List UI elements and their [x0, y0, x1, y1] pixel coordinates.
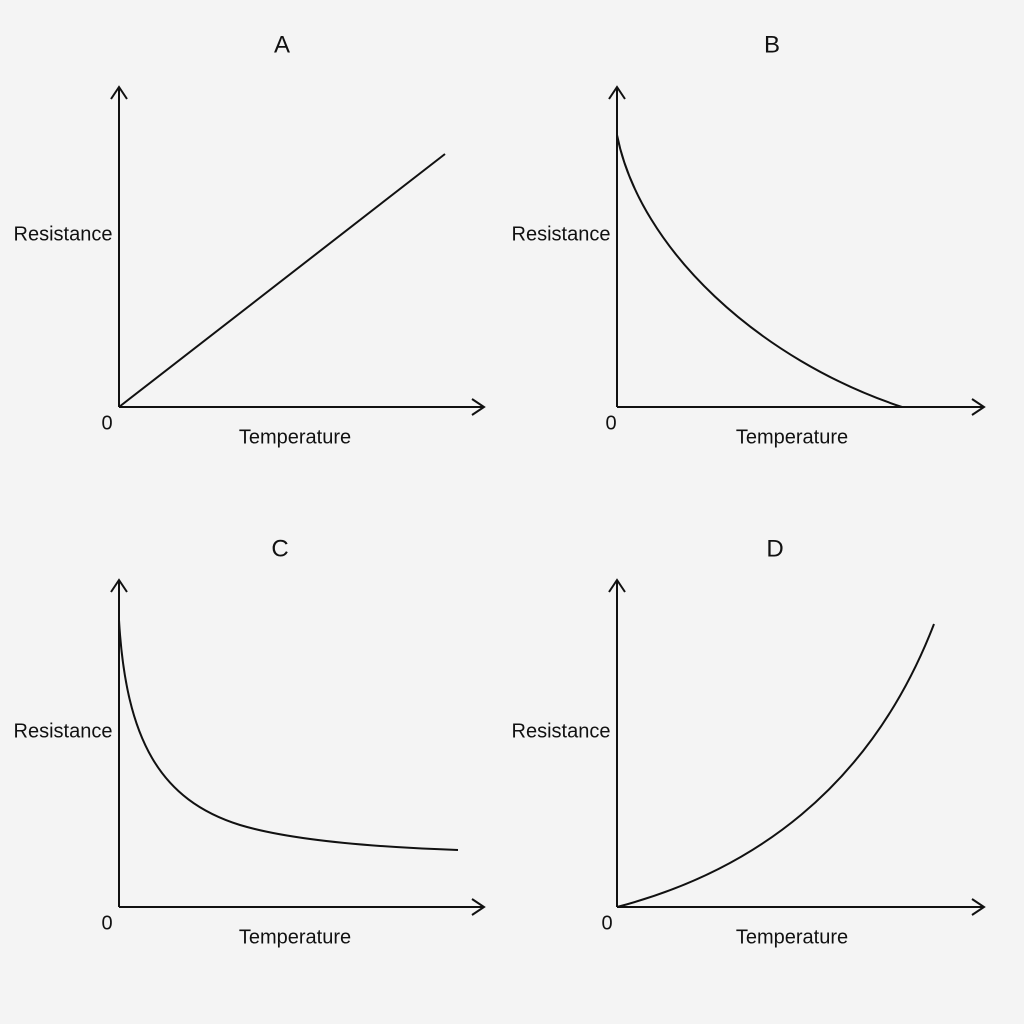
- panel-title: D: [766, 535, 783, 562]
- x-label: Temperature: [239, 926, 351, 948]
- x-label: Temperature: [736, 426, 848, 448]
- x-label: Temperature: [239, 426, 351, 448]
- axes: [110, 578, 486, 916]
- origin-label: 0: [101, 912, 112, 934]
- panel-title: A: [274, 31, 290, 58]
- curve: [118, 619, 459, 851]
- curve: [118, 153, 446, 408]
- panel-b: B Resistance Temperature 0: [512, 31, 986, 448]
- origin-label: 0: [101, 412, 112, 434]
- origin-label: 0: [601, 912, 612, 934]
- x-label: Temperature: [736, 926, 848, 948]
- origin-label: 0: [605, 412, 616, 434]
- axes: [110, 85, 486, 416]
- y-label: Resistance: [512, 223, 611, 245]
- panel-title: B: [764, 31, 780, 58]
- panel-c: C Resistance Temperature 0: [14, 535, 486, 948]
- axes: [608, 578, 986, 916]
- curve: [616, 623, 935, 908]
- curve: [616, 134, 903, 408]
- axes: [608, 85, 986, 416]
- panel-d: D Resistance Temperature 0: [512, 535, 986, 948]
- y-label: Resistance: [14, 223, 113, 245]
- panel-title: C: [271, 535, 288, 562]
- panel-a: A Resistance Temperature 0: [14, 31, 486, 448]
- y-label: Resistance: [512, 720, 611, 742]
- y-label: Resistance: [14, 720, 113, 742]
